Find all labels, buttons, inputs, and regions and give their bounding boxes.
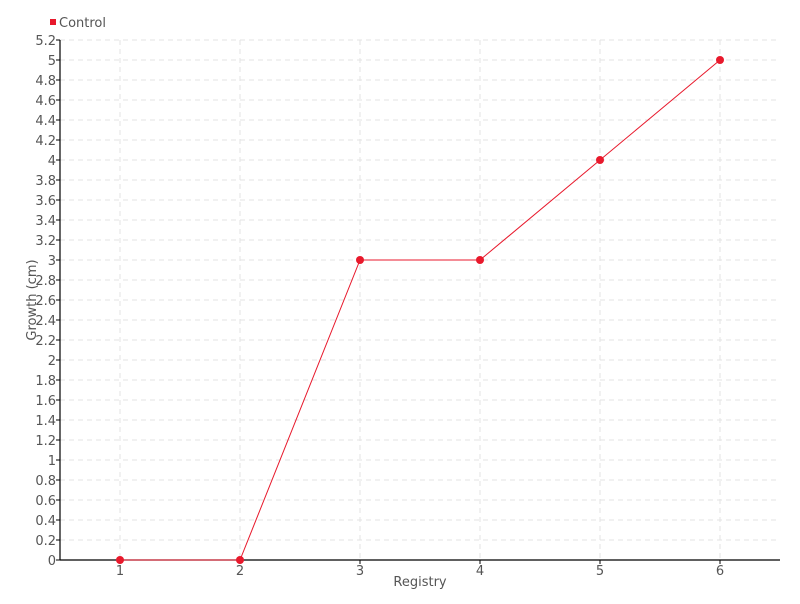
y-tick-label: 5.2 [35,34,56,49]
axes: 0 0.2 0.4 0.6 0.8 1 1.2 1.4 1.6 1.8 2 2.2 2.4 2.6 2.8 3… [35,34,780,579]
y-tick-label: 1.2 [35,434,56,449]
y-tick-label: 1.4 [35,414,56,429]
data-point [476,256,484,264]
y-tick-label: 2 [48,354,56,369]
x-tick-label: 3 [356,564,364,579]
y-tick-label: 3.6 [35,194,56,209]
y-tick-label: 0.6 [35,494,56,509]
x-tick-label: 5 [596,564,604,579]
y-tick-label: 3.2 [35,234,56,249]
y-tick-label: 2.6 [35,294,56,309]
data-point [716,56,724,64]
data-point [236,556,244,564]
y-tick-label: 0.8 [35,474,56,489]
y-tick-label: 0.2 [35,534,56,549]
data-point [356,256,364,264]
y-tick-label: 3.8 [35,174,56,189]
series-line [120,59,721,561]
series [116,56,724,564]
y-tick-label: 0 [48,554,56,569]
data-point [116,556,124,564]
y-axis-label: Growth (cm) [25,259,40,340]
y-tick-label: 3.4 [35,214,56,229]
x-axis-label: Registry [393,575,447,590]
y-tick-label: 2.8 [35,274,56,289]
y-tick-label: 1.6 [35,394,56,409]
x-tick-label: 1 [116,564,124,579]
y-tick-label: 4.2 [35,134,56,149]
y-tick-label: 1.8 [35,374,56,389]
y-tick-label: 1 [48,454,56,469]
legend-swatch [50,19,56,25]
y-tick-label: 2.2 [35,334,56,349]
y-tick-label: 2.4 [35,314,56,329]
x-tick-label: 6 [716,564,724,579]
x-tick-label: 2 [236,564,244,579]
y-tick-label: 4.4 [35,114,56,129]
data-point [596,156,604,164]
y-tick-label: 5 [48,54,56,69]
grid [60,39,780,560]
legend-label: Control [59,16,106,31]
y-tick-label: 4.6 [35,94,56,109]
x-tick-label: 4 [476,564,484,579]
y-tick-label: 3 [48,254,56,269]
legend: Control [50,16,106,31]
y-tick-label: 0.4 [35,514,56,529]
y-tick-label: 4 [48,154,56,169]
y-tick-label: 4.8 [35,74,56,89]
